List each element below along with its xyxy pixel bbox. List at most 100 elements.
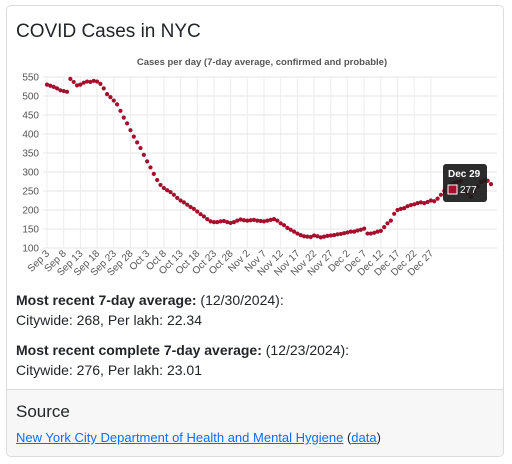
data-point	[388, 218, 393, 223]
data-point	[175, 195, 180, 200]
y-tick-label: 150	[22, 225, 39, 236]
data-point	[281, 223, 287, 228]
data-point	[58, 88, 63, 93]
data-point	[398, 206, 403, 211]
covid-card: COVID Cases in NYC Cases per day (7-day …	[6, 5, 504, 457]
recent-average-date: (12/30/2024):	[196, 292, 284, 308]
data-point	[178, 198, 183, 203]
data-point	[115, 102, 120, 107]
data-point	[331, 232, 337, 238]
data-point	[94, 79, 100, 84]
data-point	[158, 182, 163, 188]
data-point	[301, 234, 307, 239]
data-point	[44, 82, 50, 87]
complete-average-label: Most recent complete 7-day average:	[16, 342, 262, 358]
data-point	[48, 83, 53, 88]
data-point	[382, 225, 387, 230]
data-point	[348, 229, 353, 234]
data-point	[118, 108, 123, 113]
data-point	[325, 233, 330, 238]
data-point	[208, 219, 213, 224]
data-link[interactable]: data	[351, 430, 377, 445]
data-point	[318, 235, 323, 240]
data-point	[71, 79, 76, 85]
data-point	[68, 76, 73, 81]
data-point	[238, 217, 243, 222]
data-point	[285, 225, 290, 230]
data-point	[275, 218, 280, 223]
data-point	[104, 92, 110, 97]
data-point	[435, 196, 440, 201]
data-point	[138, 145, 143, 151]
complete-average: Most recent complete 7-day average: (12/…	[16, 340, 349, 380]
data-point	[362, 226, 367, 231]
data-point	[231, 220, 237, 225]
data-point	[248, 218, 253, 223]
data-point	[54, 86, 60, 91]
data-point	[295, 231, 300, 236]
data-point	[432, 199, 437, 204]
recent-average: Most recent 7-day average: (12/30/2024):…	[16, 290, 284, 330]
data-point	[61, 88, 66, 94]
data-point	[321, 234, 327, 239]
source-link[interactable]: New York City Department of Health and M…	[16, 430, 344, 445]
data-point	[415, 201, 420, 206]
y-tick-label: 450	[22, 111, 39, 122]
data-point	[168, 190, 173, 195]
data-point	[428, 198, 434, 203]
data-point	[418, 200, 423, 205]
data-point	[488, 182, 494, 187]
tooltip-value: 277	[460, 185, 477, 196]
data-point	[402, 206, 407, 211]
data-point	[101, 86, 106, 91]
recent-average-label: Most recent 7-day average:	[16, 292, 197, 308]
data-point	[205, 217, 210, 222]
data-point	[422, 201, 427, 206]
data-point	[258, 218, 263, 224]
cases-chart[interactable]: Cases per day (7-day average, confirmed …	[7, 50, 504, 292]
data-point	[298, 232, 303, 238]
data-point	[305, 234, 310, 239]
data-point	[211, 220, 217, 225]
data-point	[255, 218, 260, 223]
data-point	[288, 227, 293, 232]
tooltip: Dec 29 277	[443, 164, 487, 202]
data-point	[148, 165, 153, 170]
data-point	[141, 152, 146, 157]
data-point	[84, 79, 90, 84]
data-point	[261, 219, 267, 224]
y-axis-ticks: 100 150 200 250 300 350 400 450 500 550	[22, 73, 39, 255]
y-tick-label: 350	[22, 149, 39, 160]
data-point	[185, 202, 190, 207]
data-point	[181, 200, 186, 205]
data-point	[98, 81, 103, 86]
data-point	[328, 233, 333, 238]
tooltip-date: Dec 29	[448, 169, 481, 180]
data-point	[355, 228, 360, 233]
data-point	[128, 128, 133, 133]
data-point	[171, 192, 176, 197]
data-point	[408, 202, 413, 208]
data-point	[81, 80, 86, 85]
data-point	[395, 207, 400, 213]
data-point	[378, 228, 383, 233]
data-point	[251, 217, 257, 222]
data-point	[155, 177, 160, 183]
data-point	[64, 89, 70, 94]
data-point	[218, 219, 223, 224]
data-point	[345, 230, 350, 235]
data-point	[372, 230, 377, 235]
data-point	[308, 234, 313, 240]
data-point	[74, 83, 80, 88]
recent-average-values: Citywide: 268, Per lakh: 22.34	[16, 312, 202, 328]
data-point	[135, 140, 140, 145]
data-point	[151, 171, 156, 176]
tooltip-swatch	[447, 184, 458, 195]
complete-average-values: Citywide: 276, Per lakh: 23.01	[16, 362, 202, 378]
data-point	[201, 214, 207, 219]
data-point	[188, 204, 193, 210]
data-point	[358, 227, 363, 232]
y-tick-label: 500	[22, 92, 39, 103]
data-point	[405, 204, 410, 209]
